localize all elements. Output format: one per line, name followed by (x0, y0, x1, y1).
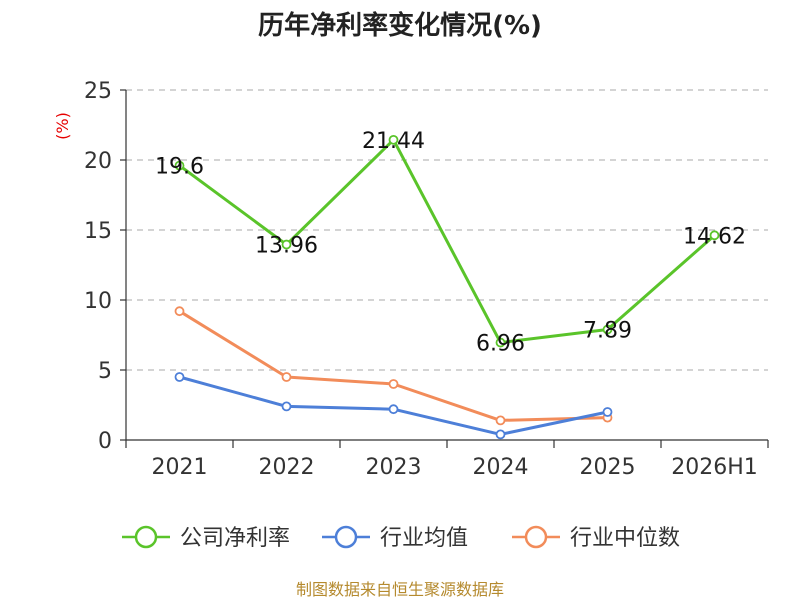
x-tick-label: 2025 (580, 455, 636, 480)
grid (126, 89, 768, 371)
data-label: 19.6 (155, 155, 204, 180)
y-tick-label: 0 (98, 429, 112, 454)
legend: 公司净利率 行业均值 行业中位数 (122, 525, 680, 551)
x-tick-label: 2022 (259, 455, 315, 480)
data-point (281, 239, 292, 250)
legend-marker (524, 525, 548, 549)
series (174, 134, 720, 440)
x-tick-label: 2026H1 (671, 455, 758, 480)
data-point (388, 404, 399, 415)
data-point (495, 429, 506, 440)
legend-label: 行业中位数 (570, 526, 680, 551)
series-line (178, 309, 608, 422)
data-label: 21.44 (362, 129, 425, 154)
legend-marker (134, 525, 158, 549)
data-label: 6.96 (476, 332, 525, 357)
y-tick-label: 25 (84, 79, 112, 104)
series-line (178, 138, 716, 345)
data-point (174, 306, 185, 317)
data-point (174, 160, 185, 171)
data-point (495, 337, 506, 348)
data-point (602, 324, 613, 335)
legend-label: 公司净利率 (180, 526, 290, 551)
x-tick-label: 2021 (152, 455, 208, 480)
data-point (281, 401, 292, 412)
data-point (281, 372, 292, 382)
x-tick-label: 2024 (473, 455, 529, 480)
data-label: 7.89 (583, 319, 632, 344)
data-point (495, 415, 506, 426)
data-point (709, 230, 720, 241)
data-point (388, 379, 399, 389)
y-axis-unit: (%) (53, 112, 72, 140)
y-tick-label: 10 (84, 289, 112, 314)
data-point (602, 407, 613, 417)
y-tick-label: 20 (84, 149, 112, 174)
data-label: 14.62 (683, 224, 746, 249)
data-point (174, 372, 185, 382)
y-tick-label: 15 (84, 219, 112, 244)
y-tick-label: 5 (98, 359, 112, 384)
x-tick-label: 2023 (366, 455, 422, 480)
data-labels: 19.6 13.96 21.44 6.96 7.89 14.62 (155, 129, 746, 357)
data-point (388, 134, 399, 145)
legend-marker (334, 525, 358, 549)
source-note: 制图数据来自恒生聚源数据库 (296, 580, 504, 599)
legend-label: 行业均值 (380, 526, 468, 551)
data-label: 13.96 (255, 234, 318, 259)
chart-title: 历年净利率变化情况(%) (258, 10, 542, 41)
